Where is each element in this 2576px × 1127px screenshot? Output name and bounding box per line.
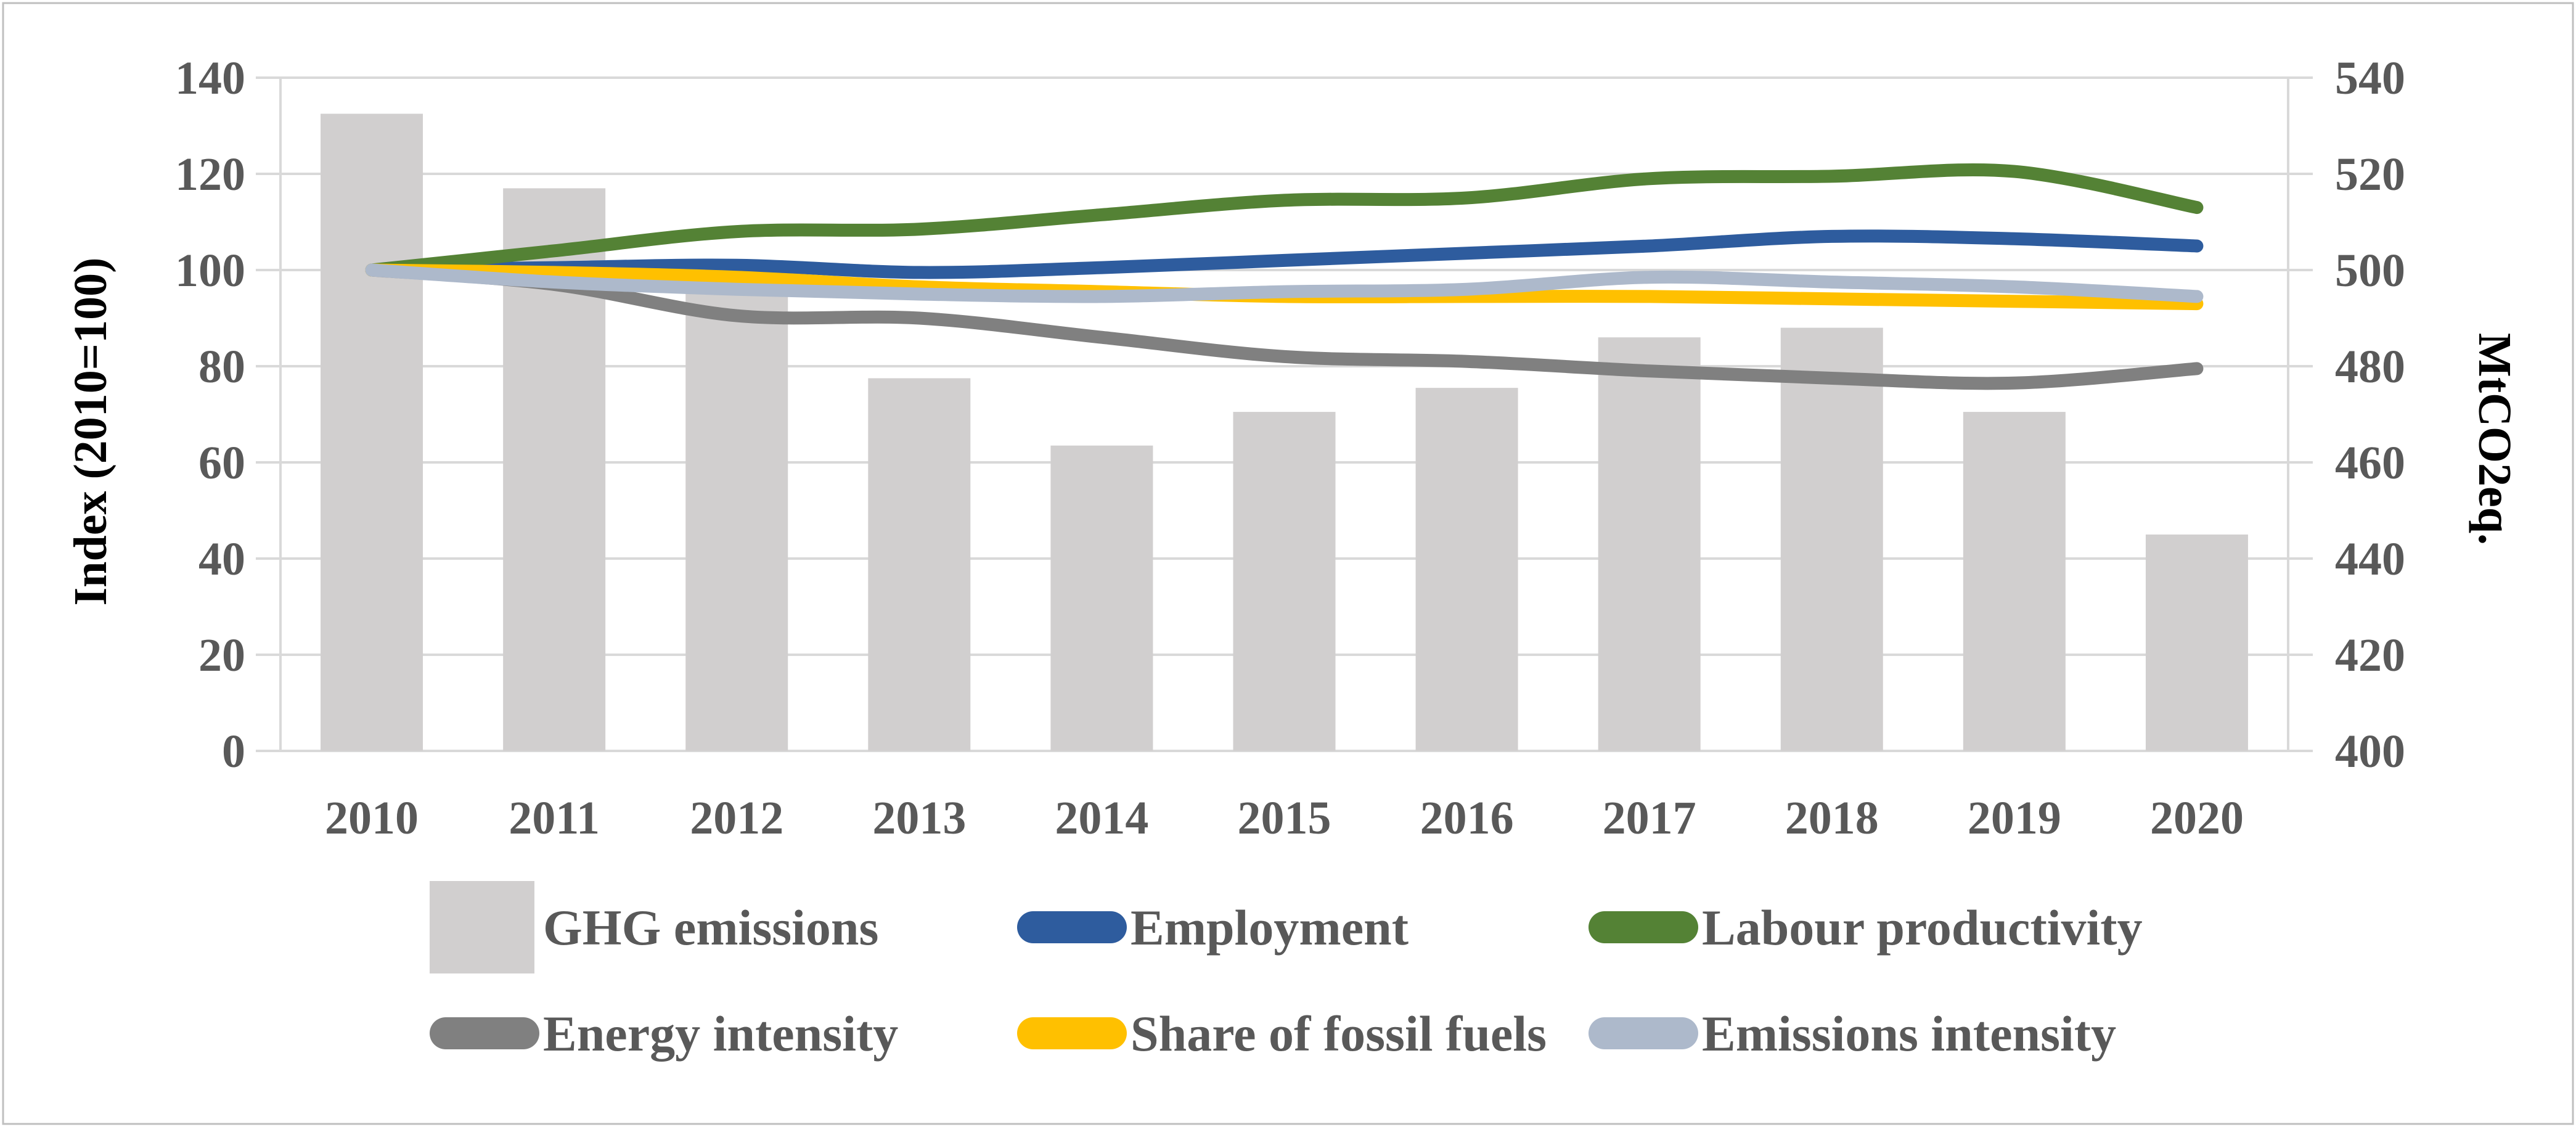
- line-series-energy-intensity: [365, 263, 2204, 390]
- line-series-employment: [365, 229, 2204, 279]
- x-axis-label: 2012: [690, 792, 783, 844]
- x-axis-label: 2018: [1785, 792, 1879, 844]
- right-tick-label: 460: [2335, 437, 2405, 489]
- left-tick-label: 140: [175, 52, 245, 104]
- x-axis-label: 2013: [872, 792, 966, 844]
- bar-2010: [321, 113, 423, 751]
- left-tick-label: 20: [198, 629, 245, 681]
- left-axis-title: Index (2010=100): [65, 258, 117, 606]
- left-axis-ticks: 0 20 40 60 80 100 120 140: [175, 52, 245, 777]
- right-axis-ticks: 400 420 440 460 480 500 520 540: [2335, 52, 2405, 777]
- legend-label: Emissions intensity: [1702, 1006, 2116, 1062]
- x-axis-label: 2019: [1968, 792, 2061, 844]
- legend-label: GHG emissions: [543, 900, 878, 956]
- bar-2014: [1050, 445, 1153, 751]
- right-tick-label: 540: [2335, 52, 2405, 104]
- x-axis-label: 2011: [509, 792, 600, 844]
- left-tick-label: 0: [222, 726, 245, 777]
- left-tick-label: 80: [198, 341, 245, 393]
- right-tick-label: 520: [2335, 149, 2405, 200]
- x-axis-label: 2017: [1603, 792, 1696, 844]
- bar-2016: [1415, 388, 1518, 751]
- x-axis-label: 2015: [1238, 792, 1331, 844]
- right-tick-label: 500: [2335, 245, 2405, 297]
- bar-2020: [2145, 535, 2248, 751]
- x-axis-label: 2016: [1420, 792, 1514, 844]
- bar-2015: [1233, 412, 1336, 751]
- legend-line-swatch: [1017, 911, 1127, 943]
- right-axis-title: MtCO2eq.: [2469, 333, 2521, 545]
- legend-label: Employment: [1131, 900, 1409, 956]
- x-axis-labels: 2010 2011 2012 2013 2014 2015 2016 2017 2018 2019…: [325, 792, 2244, 844]
- right-tick-label: 480: [2335, 341, 2405, 393]
- line-series-emissions-intensity: [365, 263, 2204, 303]
- bar-2013: [868, 378, 971, 751]
- legend-item-emissions-intensity: Emissions intensity: [1589, 1006, 2116, 1062]
- bar-2019: [1963, 412, 2066, 751]
- bar-2012: [685, 292, 788, 752]
- legend-line-swatch: [1589, 1017, 1698, 1049]
- bar-2017: [1598, 337, 1701, 751]
- left-tick-label: 120: [175, 149, 245, 200]
- right-tick-label: 400: [2335, 726, 2405, 777]
- legend-label: Share of fossil fuels: [1131, 1006, 1547, 1062]
- legend-bar-swatch: [430, 881, 534, 973]
- left-tick-label: 100: [175, 245, 245, 297]
- x-axis-label: 2014: [1055, 792, 1148, 844]
- x-axis-label: 2020: [2150, 792, 2244, 844]
- bar-2018: [1780, 327, 1883, 751]
- legend-line-swatch: [1589, 911, 1698, 943]
- legend-item-share-of-fossil-fuels: Share of fossil fuels: [1017, 1006, 1547, 1062]
- legend-item-energy-intensity: Energy intensity: [430, 1006, 898, 1062]
- legend-line-swatch: [430, 1017, 539, 1049]
- right-tick-label: 420: [2335, 629, 2405, 681]
- legend-item-employment: Employment: [1017, 900, 1409, 956]
- legend-label: Energy intensity: [543, 1006, 898, 1062]
- legend-item-ghg-emissions: GHG emissions: [430, 881, 878, 973]
- legend-line-swatch: [1017, 1017, 1127, 1049]
- left-tick-label: 60: [198, 437, 245, 489]
- legend-item-labour-productivity: Labour productivity: [1589, 900, 2143, 956]
- chart-legend: GHG emissions Employment Labour productivi…: [430, 881, 2143, 1062]
- left-tick-label: 40: [198, 533, 245, 585]
- x-axis-label: 2010: [325, 792, 419, 844]
- line-series-labour-productivity: [365, 163, 2204, 277]
- line-series-group: [365, 163, 2204, 390]
- legend-label: Labour productivity: [1702, 900, 2143, 956]
- right-tick-label: 440: [2335, 533, 2405, 585]
